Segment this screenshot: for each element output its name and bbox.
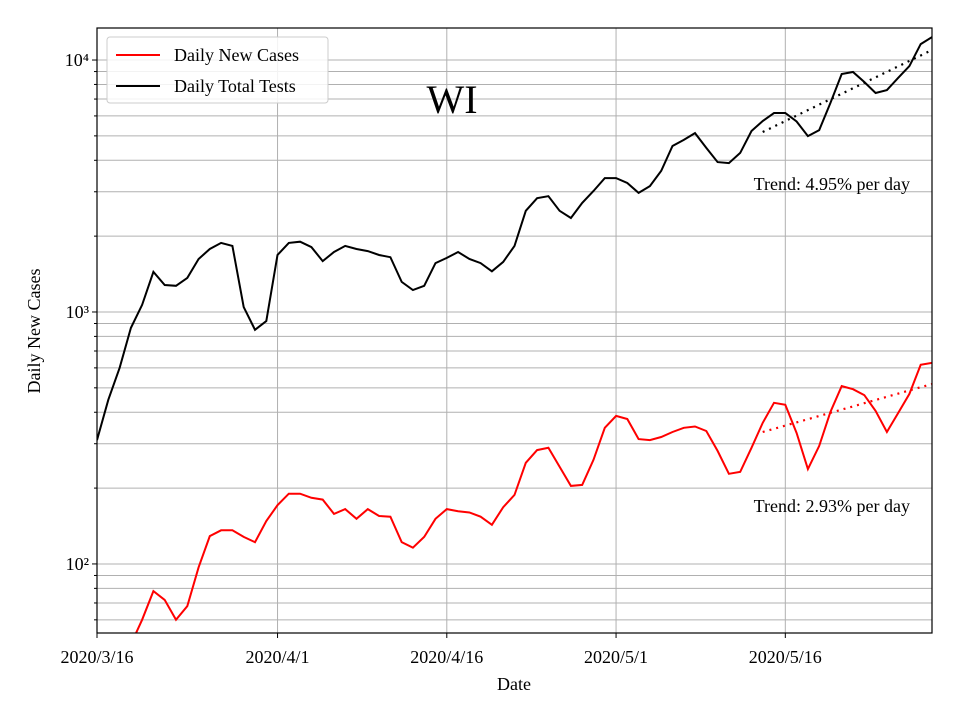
legend-label: Daily Total Tests: [174, 76, 296, 96]
trend-label: Trend: 4.95% per day: [754, 174, 910, 194]
legend-box: [106, 36, 329, 104]
x-tick-label: 2020/5/1: [584, 647, 648, 667]
plot-frame: [96, 27, 933, 634]
y-tick-label: 10⁴: [65, 50, 89, 70]
x-tick-label: 2020/5/16: [749, 647, 822, 667]
y-tick-label: 10³: [66, 302, 90, 322]
y-axis-label: Daily New Cases: [24, 269, 44, 394]
trend-label: Trend: 2.93% per day: [754, 496, 910, 516]
x-tick-label: 2020/3/16: [60, 647, 133, 667]
trend-line: [762, 382, 932, 434]
x-tick-label: 2020/4/16: [410, 647, 483, 667]
data-line: [97, 36, 932, 441]
data-line: [134, 361, 932, 633]
legend-label: Daily New Cases: [174, 45, 299, 65]
chart-title: WI: [426, 77, 477, 122]
x-tick-label: 2020/4/1: [246, 647, 310, 667]
y-tick-label: 10²: [66, 554, 89, 574]
x-axis-label: Date: [497, 674, 531, 694]
